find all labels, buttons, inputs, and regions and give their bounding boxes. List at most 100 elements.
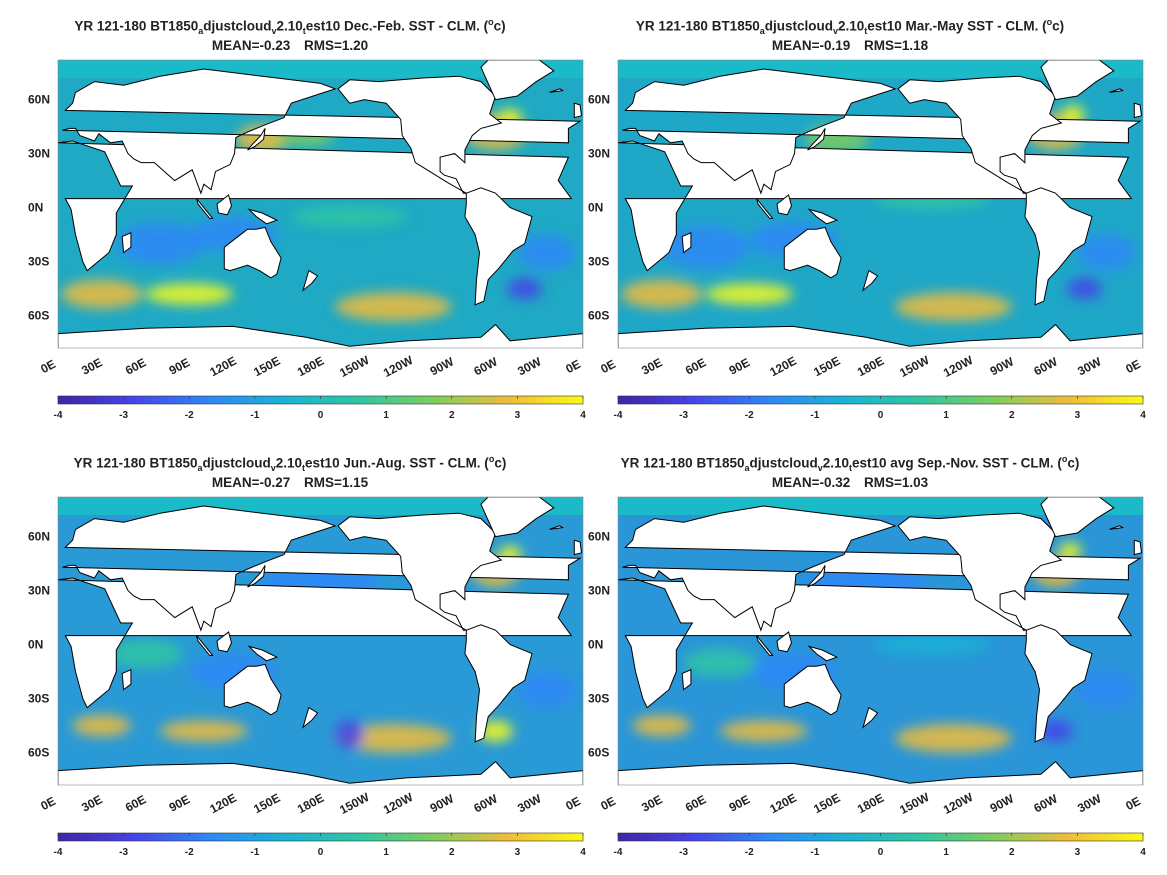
anomaly-region [620,279,703,309]
land-borneo [216,194,233,216]
lon-tick-label: 120E [767,791,798,817]
colorbar-tick-label: -3 [119,410,128,421]
panel-son: YR 121-180 BT1850adjustcloudv2.10test10 … [570,447,1146,867]
colorbar-tick-label: 1 [383,410,389,421]
land-new-guinea [807,645,839,662]
panel-stats: MEAN=-0.27 RMS=1.15 [10,475,570,491]
map-field [58,60,583,348]
lon-tick-label: 120W [381,790,416,817]
land-n-america [337,512,503,631]
colorbar-tick-label: 4 [1140,847,1146,858]
lat-tick-label: 60N [28,93,50,107]
lat-tick-label: 60N [28,530,50,544]
land-antarctica [58,323,583,348]
lat-tick-label: 60S [28,746,49,760]
lat-tick-label: 30S [588,692,609,706]
lat-tick-label: 30S [28,692,49,706]
lon-tick-label: 120W [941,353,976,380]
colorbar-tick-label: 1 [943,847,949,858]
lon-tick-label: 90W [428,354,457,378]
anomaly-region [1058,542,1082,560]
colorbar-tick-label: -1 [250,847,259,858]
colorbar-tick-label: 3 [515,410,521,421]
colorbar-tick-label: 2 [449,847,455,858]
lat-tick-label: 0N [28,201,43,215]
lat-tick-label: 60N [588,530,610,544]
land-eurasia [62,68,582,195]
lon-tick-label: 30E [639,792,664,814]
lon-tick-label: 30W [1075,791,1104,815]
land-eurasia [622,68,1142,195]
anomaly-region [1061,105,1085,123]
lat-tick-label: 0N [588,201,603,215]
land-australia [783,226,842,279]
colorbar-tick-label: 4 [1140,410,1146,421]
map-frame [617,59,1144,349]
anomaly-region [116,222,204,266]
anomaly-region [705,283,793,305]
anomaly-region [335,723,452,753]
land-madagascar [681,232,692,254]
lat-tick-label: 30N [588,584,610,598]
land-uk [1133,539,1143,556]
lon-tick-label: 0E [598,794,618,813]
lon-tick-label: 90W [428,791,457,815]
land-borneo [776,631,793,653]
land-nz [302,269,319,292]
land-australia [223,663,282,716]
land-sumatra [196,198,214,219]
lon-tick-label: 120E [207,791,238,817]
land-antarctica [618,760,1143,785]
land-nz [862,269,879,292]
anomaly-region [895,723,1012,753]
lat-tick-label: 30N [28,584,50,598]
lon-tick-label: 60W [1031,354,1060,378]
lat-tick-label: 30N [28,147,50,161]
anomaly-region [517,671,576,708]
lon-tick-label: 150E [251,791,282,817]
colorbar-tick-label: 4 [580,410,586,421]
lon-tick-label: 60W [471,791,500,815]
land-s-america [1024,624,1093,743]
land-greenland [1040,497,1115,538]
panel-djf: YR 121-180 BT1850adjustcloudv2.10test10 … [10,10,586,430]
lon-tick-label: 0E [563,357,583,376]
land-n-america [897,75,1063,194]
lat-tick-label: 30N [588,147,610,161]
lon-tick-label: 60W [1031,791,1060,815]
panel-stats: MEAN=-0.23 RMS=1.20 [10,38,570,54]
lon-tick-label: 60E [123,355,148,377]
lon-tick-label: 120E [207,354,238,380]
land-greenland [1040,60,1115,101]
anomaly-region [507,277,543,300]
land-uk [573,539,583,556]
lon-tick-label: 150E [811,354,842,380]
anomaly-region [632,714,691,737]
panel-title: YR 121-180 BT1850adjustcloudv2.10test10 … [620,454,1080,474]
anomaly-region [335,292,452,321]
lat-tick-label: 0N [28,638,43,652]
lon-tick-label: 180E [855,791,886,817]
land-iceland [1109,525,1125,530]
anomaly-region [109,639,182,668]
lon-tick-label: 0E [38,794,58,813]
lon-tick-label: 180E [855,354,886,380]
land-eurasia [62,505,582,632]
land-australia [783,663,842,716]
lon-tick-label: 0E [1123,357,1143,376]
lat-tick-label: 30S [588,255,609,269]
anomaly-region [1077,671,1136,708]
rms-value: RMS=1.18 [864,38,929,53]
lon-tick-label: 90W [988,791,1017,815]
panel-stats: MEAN=-0.19 RMS=1.18 [570,38,1130,54]
colorbar-tick-label: 3 [1075,847,1081,858]
land-n-america [337,75,503,194]
colorbar-tick-label: 3 [515,847,521,858]
land-sumatra [756,635,774,656]
land-new-guinea [247,645,279,662]
land-uk [1133,102,1143,119]
lon-tick-label: 0E [598,357,618,376]
land-s-america [1024,187,1093,306]
colorbar-tick-label: -1 [250,410,259,421]
